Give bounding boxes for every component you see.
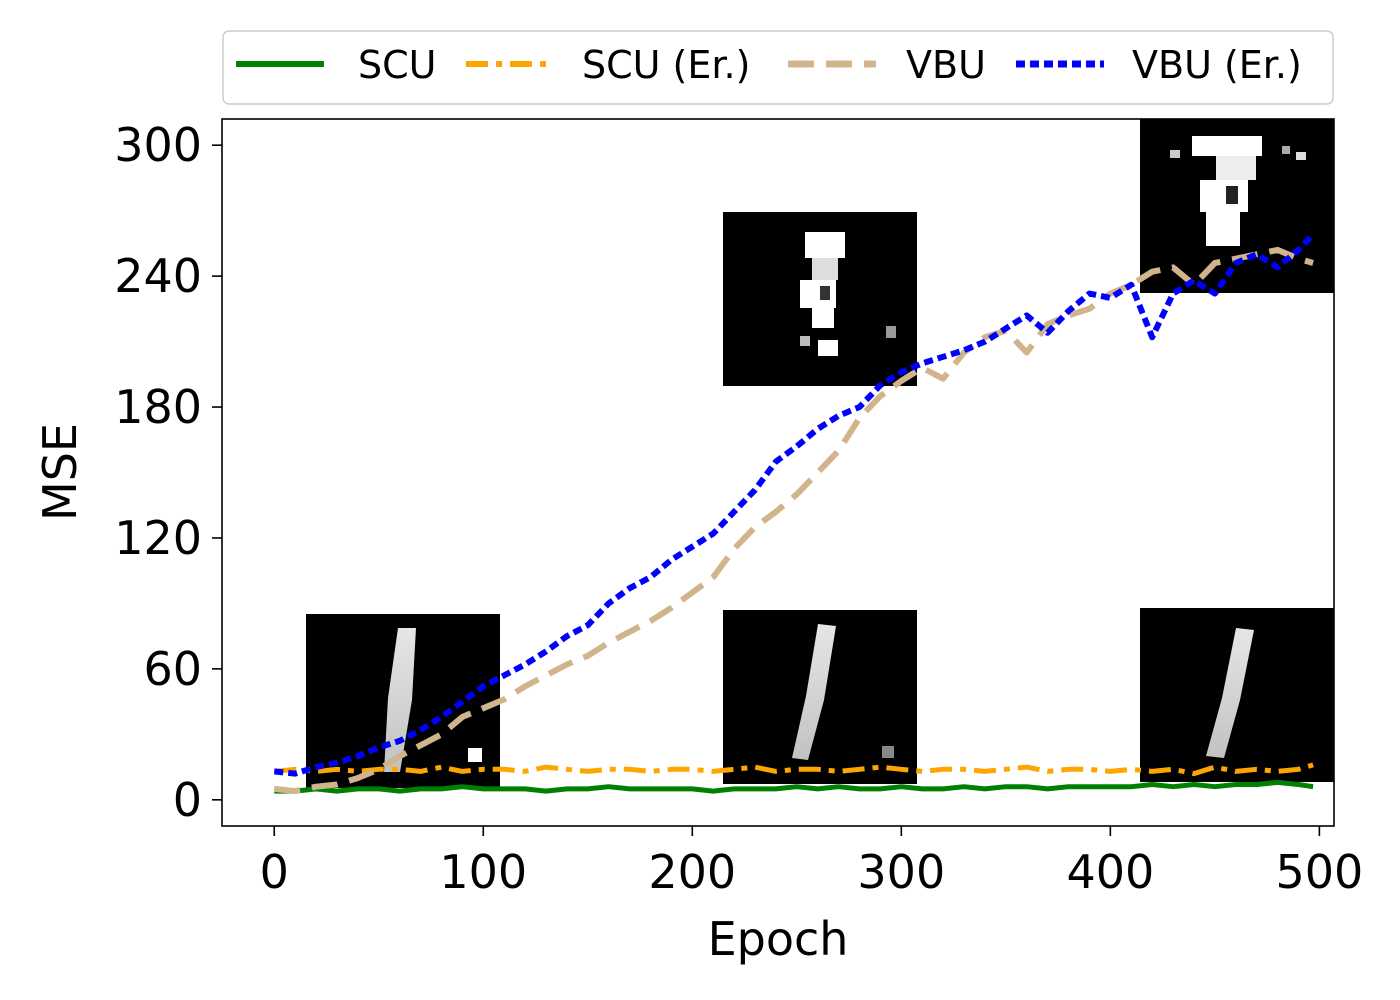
y-tick-label: 60 (143, 642, 202, 696)
series-line-0 (274, 779, 1314, 794)
y-tick-label: 0 (173, 773, 202, 827)
inset-clean-epoch-250 (723, 610, 917, 784)
x-tick-label: 200 (648, 845, 736, 899)
y-tick-label: 300 (114, 118, 202, 172)
legend-label-0: SCU (358, 43, 436, 87)
legend: SCU SCU (Er.) VBU VBU (Er.) (222, 30, 1334, 105)
x-axis: 0 100 200 300 400 500 (260, 826, 1363, 899)
inset-erased-epoch-500 (1140, 119, 1334, 293)
series-line-2 (273, 246, 1314, 795)
x-tick-label: 0 (260, 845, 289, 899)
y-axis: 0 60 120 180 240 300 (114, 118, 222, 827)
inset-images (306, 119, 1334, 788)
y-tick-label: 180 (114, 380, 202, 434)
legend-label-3: VBU (Er.) (1132, 43, 1302, 87)
series-layer (273, 232, 1316, 795)
inset-erased-epoch-250 (723, 212, 917, 386)
legend-label-1: SCU (Er.) (582, 43, 750, 87)
x-tick-label: 100 (439, 845, 527, 899)
legend-label-2: VBU (906, 43, 986, 87)
series-line-3 (273, 232, 1316, 777)
x-tick-label: 400 (1066, 845, 1154, 899)
inset-clean-epoch-0 (306, 614, 500, 788)
x-axis-label: Epoch (708, 912, 849, 966)
x-tick-label: 300 (857, 845, 945, 899)
x-tick-label: 500 (1275, 845, 1363, 899)
y-axis-label: MSE (33, 423, 87, 521)
legend-box (222, 30, 1334, 105)
y-tick-label: 240 (114, 249, 202, 303)
inset-clean-epoch-500 (1140, 608, 1334, 782)
y-tick-label: 120 (114, 511, 202, 565)
